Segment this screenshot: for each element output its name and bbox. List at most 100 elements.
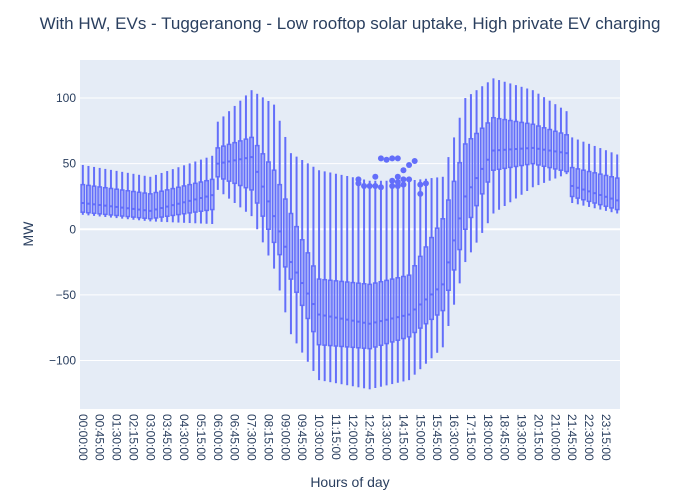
x-tick-label: 03:00:00 — [143, 414, 157, 461]
box-body — [305, 252, 311, 320]
box-body — [226, 143, 232, 182]
box-body — [609, 176, 614, 209]
box — [311, 166, 316, 371]
box — [271, 104, 277, 269]
box — [423, 178, 429, 364]
box-body — [502, 118, 508, 170]
box — [215, 121, 221, 190]
box-body — [429, 236, 434, 321]
box — [485, 82, 491, 224]
box-body — [479, 127, 485, 195]
outlier-point — [372, 173, 379, 180]
box-body — [333, 280, 339, 347]
box-body — [434, 227, 440, 316]
x-tick-label: 12:00:00 — [346, 414, 360, 461]
x-tick-label: 15:45:00 — [430, 414, 444, 461]
y-tick-label: −100 — [49, 353, 76, 367]
box — [592, 145, 598, 209]
outlier-point — [394, 155, 401, 162]
outlier-point — [400, 167, 407, 174]
box — [316, 170, 322, 381]
box-body — [614, 177, 620, 211]
box — [119, 171, 125, 219]
box — [131, 173, 136, 220]
box-body — [142, 192, 148, 219]
box-body — [125, 190, 131, 218]
box — [564, 111, 569, 175]
box — [491, 78, 496, 214]
box — [440, 176, 446, 348]
box — [327, 172, 333, 383]
box-body — [249, 136, 254, 191]
box — [282, 136, 288, 313]
box-body — [204, 179, 209, 212]
y-tick-labels: −100 −50 0 50 100 — [49, 91, 76, 367]
box — [305, 163, 311, 362]
box-body — [361, 283, 367, 349]
box — [125, 172, 131, 220]
box — [333, 173, 339, 384]
box-body — [446, 199, 451, 292]
box-body — [474, 132, 479, 207]
x-tick-label: 10:30:00 — [312, 414, 326, 461]
box — [378, 180, 384, 387]
box — [299, 159, 305, 353]
box — [170, 169, 176, 223]
box — [97, 167, 103, 217]
box — [384, 180, 389, 386]
box-body — [367, 283, 373, 350]
box-body — [198, 181, 204, 212]
outlier-point — [411, 158, 418, 165]
box-body — [384, 279, 389, 345]
box-body — [547, 128, 553, 169]
box — [513, 85, 519, 199]
outlier-point — [389, 155, 396, 162]
outlier-point — [406, 176, 413, 183]
box — [243, 95, 249, 212]
x-tick-label: 13:30:00 — [380, 414, 394, 461]
box-body — [97, 186, 103, 215]
outlier-point — [355, 180, 362, 187]
grid-lines — [80, 97, 620, 361]
box-body — [513, 120, 519, 168]
box — [412, 180, 418, 375]
box-body — [147, 193, 153, 220]
box — [367, 180, 373, 390]
box-body — [316, 278, 322, 346]
box-body — [136, 191, 142, 219]
box — [294, 156, 299, 344]
box-body — [491, 116, 496, 171]
box — [249, 90, 254, 217]
x-tick-label: 18:00:00 — [481, 414, 495, 461]
x-tick-label: 21:00:00 — [548, 414, 562, 461]
box-body — [187, 183, 193, 214]
box — [429, 178, 434, 359]
outlier-point — [417, 181, 424, 188]
box — [474, 90, 479, 243]
x-tick-label: 14:15:00 — [396, 414, 410, 461]
box-body — [271, 169, 277, 244]
box-body — [350, 281, 356, 349]
box — [288, 153, 294, 335]
box-body — [485, 122, 491, 183]
box-body — [339, 280, 344, 348]
x-axis-title: Hours of day — [310, 474, 389, 490]
box-body — [288, 212, 294, 280]
x-tick-label: 04:30:00 — [177, 414, 191, 461]
box — [496, 80, 502, 210]
box — [389, 180, 395, 385]
outlier-point — [366, 182, 373, 189]
x-tick-label: 15:00:00 — [413, 414, 427, 461]
x-tick-label: 06:00:00 — [211, 414, 225, 461]
x-tick-label: 20:15:00 — [531, 414, 545, 461]
box-body — [153, 191, 159, 219]
box — [547, 100, 553, 181]
box-body — [569, 166, 575, 198]
box — [536, 93, 541, 186]
outlier-point — [372, 182, 379, 189]
box-body — [170, 187, 176, 217]
box — [108, 169, 114, 218]
box — [114, 170, 119, 219]
box-body — [536, 125, 541, 166]
